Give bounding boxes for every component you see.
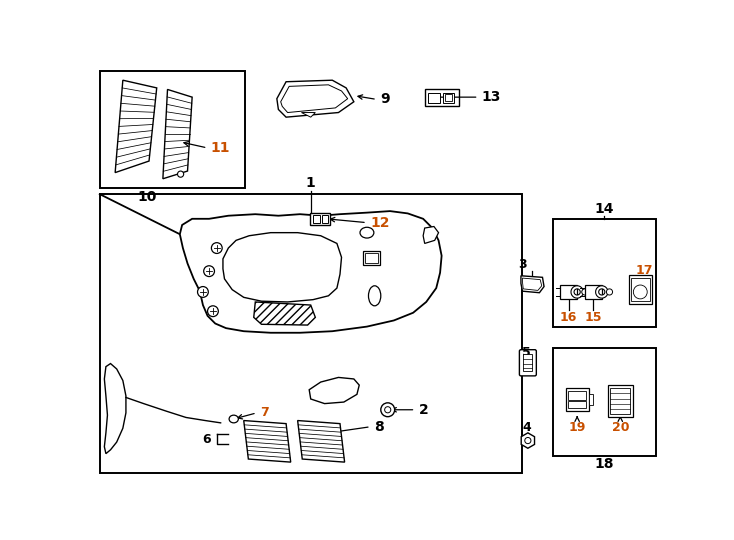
Text: 16: 16	[560, 311, 578, 324]
Polygon shape	[280, 85, 348, 112]
Bar	[322, 215, 327, 222]
Text: 5: 5	[523, 346, 531, 359]
Bar	[365, 253, 379, 264]
Text: 8: 8	[374, 420, 384, 434]
Circle shape	[208, 306, 218, 316]
Circle shape	[525, 437, 531, 444]
Text: 10: 10	[138, 190, 157, 204]
Text: 12: 12	[370, 215, 390, 230]
Polygon shape	[223, 233, 341, 302]
FancyBboxPatch shape	[520, 350, 537, 376]
Polygon shape	[277, 80, 354, 117]
Bar	[553, 219, 655, 327]
Text: 6: 6	[202, 433, 211, 446]
Text: 14: 14	[595, 202, 614, 215]
Polygon shape	[521, 433, 534, 448]
Text: 2: 2	[418, 403, 428, 417]
Polygon shape	[521, 276, 544, 293]
Bar	[608, 385, 633, 417]
Text: 4: 4	[523, 421, 531, 434]
Text: 7: 7	[260, 406, 269, 420]
Bar	[425, 90, 459, 106]
Circle shape	[178, 171, 184, 177]
Polygon shape	[302, 112, 316, 117]
Bar	[568, 401, 586, 408]
Bar	[363, 251, 380, 265]
Text: 20: 20	[611, 421, 629, 434]
Bar	[523, 354, 532, 372]
Bar	[100, 194, 522, 473]
Bar	[310, 213, 330, 225]
Bar	[589, 394, 593, 405]
Ellipse shape	[229, 415, 239, 423]
Bar	[629, 275, 652, 304]
Text: 18: 18	[595, 457, 614, 471]
Polygon shape	[163, 90, 192, 179]
Circle shape	[197, 287, 208, 298]
Text: 13: 13	[482, 90, 501, 104]
Ellipse shape	[360, 227, 374, 238]
Circle shape	[633, 285, 647, 299]
Bar	[100, 71, 244, 188]
Text: 17: 17	[636, 264, 653, 276]
Circle shape	[385, 407, 390, 413]
Circle shape	[381, 403, 395, 417]
Text: 9: 9	[380, 92, 390, 106]
Bar	[560, 285, 577, 299]
Text: 11: 11	[211, 141, 230, 155]
Text: 1: 1	[306, 176, 316, 190]
Bar	[631, 278, 650, 301]
Bar	[443, 92, 454, 103]
Bar	[428, 92, 440, 103]
Ellipse shape	[368, 286, 381, 306]
Circle shape	[211, 242, 222, 253]
Circle shape	[606, 289, 613, 295]
Bar	[445, 94, 452, 101]
Circle shape	[582, 289, 588, 295]
Polygon shape	[115, 80, 157, 173]
Text: 3: 3	[518, 258, 527, 271]
Bar	[553, 348, 655, 456]
Polygon shape	[254, 302, 316, 325]
Bar	[585, 285, 602, 299]
Bar	[313, 215, 320, 222]
Text: 15: 15	[584, 311, 602, 324]
Polygon shape	[423, 226, 438, 244]
Polygon shape	[104, 363, 126, 454]
Bar	[610, 388, 631, 414]
Polygon shape	[309, 377, 359, 403]
Bar	[568, 390, 586, 400]
Polygon shape	[244, 421, 291, 462]
Polygon shape	[297, 421, 344, 462]
Text: 19: 19	[568, 421, 586, 434]
Circle shape	[204, 266, 214, 276]
Polygon shape	[523, 278, 542, 291]
Bar	[566, 388, 589, 411]
Polygon shape	[180, 211, 442, 333]
